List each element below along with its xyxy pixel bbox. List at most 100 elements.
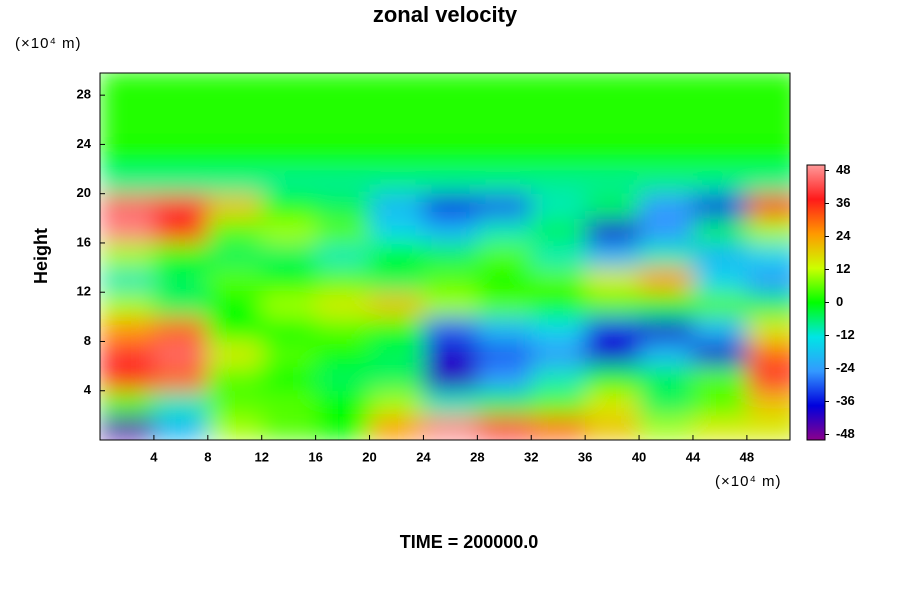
cell — [585, 341, 640, 367]
cell — [153, 292, 209, 318]
cell — [207, 390, 263, 416]
cell — [585, 390, 640, 416]
cell — [261, 73, 317, 96]
cell — [315, 366, 371, 392]
cell — [531, 73, 586, 96]
x-tick-label: 32 — [524, 449, 538, 464]
cell — [585, 169, 640, 195]
cell — [585, 218, 640, 244]
cell — [207, 415, 263, 440]
cell — [531, 218, 586, 244]
cell — [477, 119, 532, 145]
cell — [315, 341, 371, 367]
cell — [261, 193, 317, 219]
cell — [315, 415, 371, 440]
cell — [153, 316, 209, 342]
y-axis-label: Height — [31, 228, 51, 284]
cell — [423, 267, 478, 293]
cell — [315, 242, 371, 269]
cell — [423, 316, 478, 342]
cell — [261, 144, 317, 170]
cell — [531, 193, 586, 219]
x-tick-label: 12 — [254, 449, 268, 464]
cell — [207, 169, 263, 195]
cell — [692, 341, 748, 367]
cell — [261, 390, 317, 416]
cell — [100, 242, 155, 269]
y-tick-label: 28 — [77, 87, 91, 102]
cell — [207, 366, 263, 392]
cell — [261, 415, 317, 440]
cell — [692, 316, 748, 342]
cell — [585, 292, 640, 318]
cell — [369, 316, 424, 342]
cell — [153, 169, 209, 195]
cell — [153, 144, 209, 170]
cell — [207, 119, 263, 145]
cell — [531, 415, 586, 440]
y-unit: (×10⁴ m) — [15, 35, 82, 52]
cell — [315, 144, 371, 170]
cell — [746, 267, 790, 293]
cell — [100, 193, 155, 219]
cell — [100, 144, 155, 170]
cell — [639, 193, 694, 219]
cell — [477, 292, 532, 318]
cell — [369, 292, 424, 318]
cell — [315, 292, 371, 318]
cell — [153, 119, 209, 145]
cell — [261, 366, 317, 392]
cell — [207, 292, 263, 318]
y-tick-label: 8 — [84, 333, 91, 348]
x-tick-label: 48 — [740, 449, 754, 464]
cell — [369, 415, 424, 440]
cell — [315, 169, 371, 195]
cell — [153, 390, 209, 416]
cell — [369, 218, 424, 244]
cell — [100, 390, 155, 416]
colorbar-tick-label: 0 — [836, 294, 843, 309]
cell — [746, 169, 790, 195]
cell — [746, 218, 790, 244]
colorbar-tick-label: -36 — [836, 393, 855, 408]
time-label: TIME = 200000.0 — [400, 532, 539, 552]
cell — [639, 169, 694, 195]
cell — [100, 341, 155, 367]
cell — [207, 218, 263, 244]
cell — [639, 144, 694, 170]
cell — [692, 366, 748, 392]
cell — [692, 95, 748, 121]
cell — [369, 144, 424, 170]
y-tick-label: 4 — [84, 382, 92, 397]
cell — [692, 193, 748, 219]
cell — [261, 242, 317, 269]
cell — [207, 95, 263, 121]
cell — [531, 267, 586, 293]
cell — [315, 390, 371, 416]
cell — [369, 390, 424, 416]
cell — [531, 119, 586, 145]
cell — [207, 144, 263, 170]
y-tick-label: 20 — [77, 185, 91, 200]
chart-title: zonal velocity — [373, 2, 518, 27]
cell — [585, 73, 640, 96]
cell — [585, 316, 640, 342]
colorbar-tick-label: 36 — [836, 195, 850, 210]
cell — [639, 341, 694, 367]
cell — [585, 119, 640, 145]
cell — [692, 267, 748, 293]
cell — [369, 169, 424, 195]
cell — [315, 316, 371, 342]
cell — [100, 73, 155, 96]
cell — [207, 341, 263, 367]
cell — [477, 218, 532, 244]
cell — [315, 193, 371, 219]
cell — [423, 292, 478, 318]
cell — [639, 292, 694, 318]
plot-frame — [99, 72, 791, 441]
x-tick-label: 36 — [578, 449, 592, 464]
x-tick-label: 28 — [470, 449, 484, 464]
x-tick-label: 20 — [362, 449, 376, 464]
y-tick-label: 12 — [77, 284, 91, 299]
